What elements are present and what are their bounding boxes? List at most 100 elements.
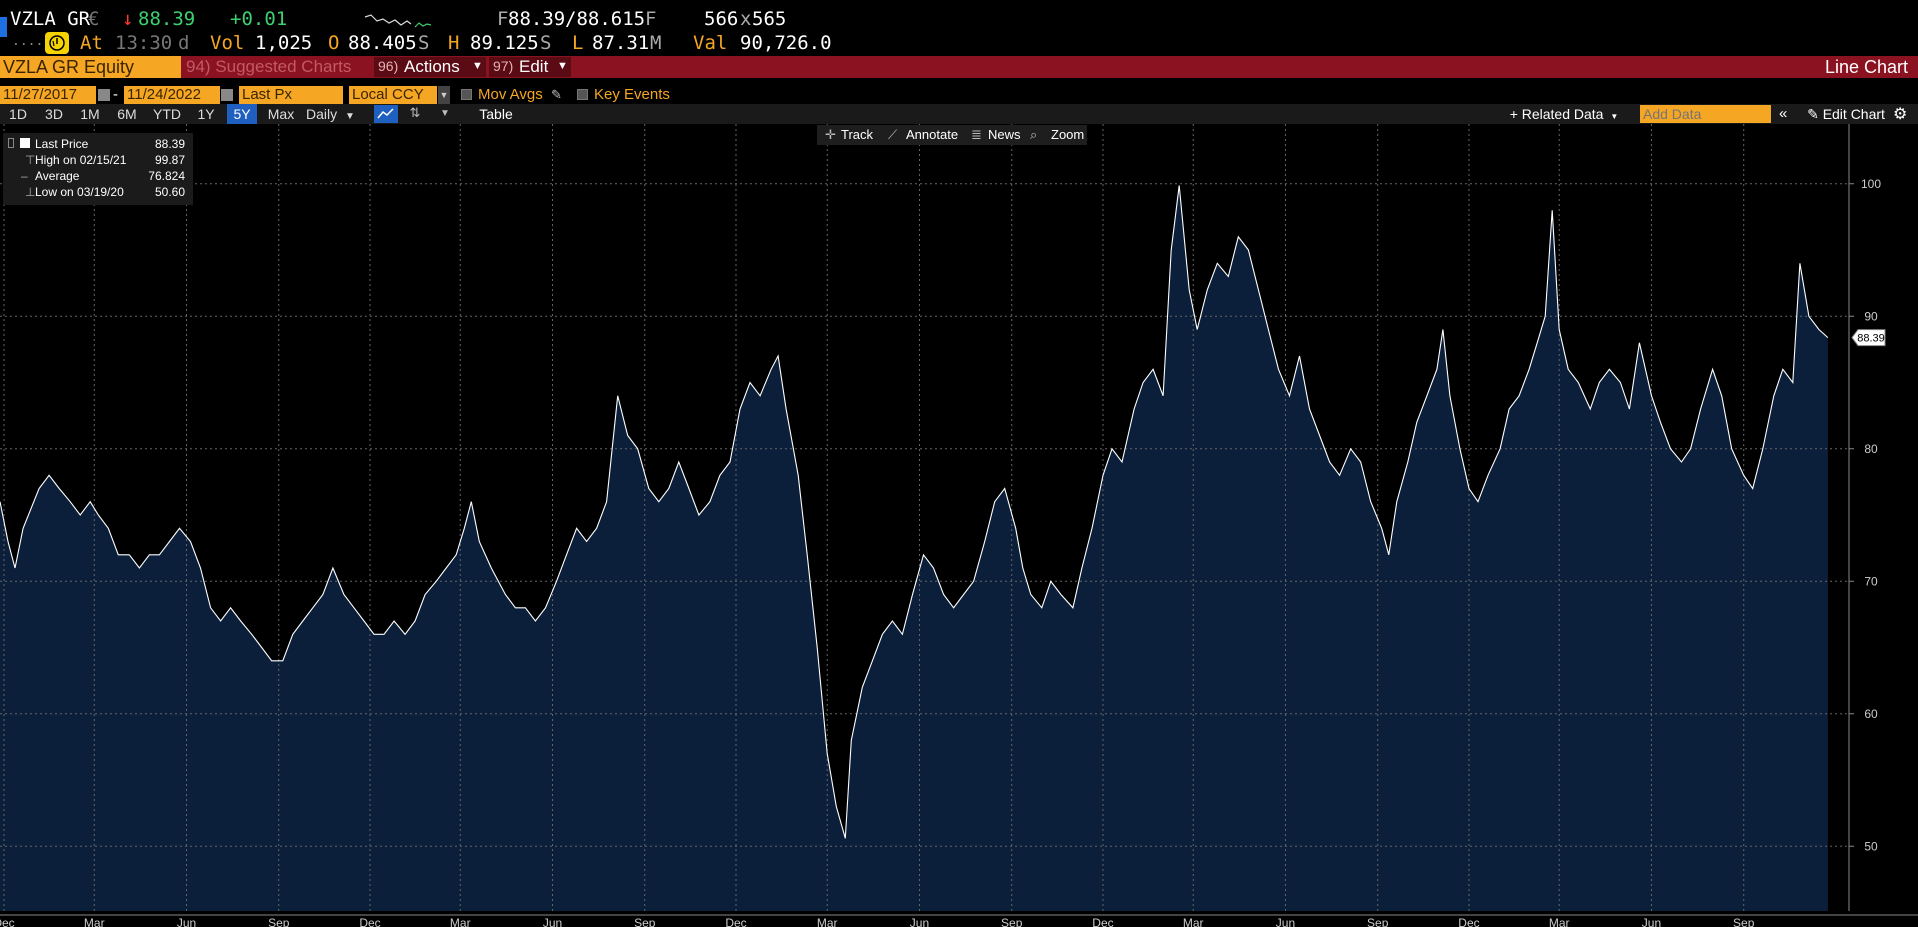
- low-label: L: [572, 32, 584, 54]
- gear-icon[interactable]: ⚙: [1893, 106, 1908, 123]
- calendar-icon[interactable]: [221, 89, 233, 101]
- zoom-icon[interactable]: ⌕: [1030, 127, 1038, 142]
- down-arrow-icon: ↓: [122, 8, 134, 30]
- menu-bar: VZLA GR Equity 94) Suggested Charts 96) …: [0, 56, 1918, 78]
- chevron-down-icon[interactable]: ▼: [440, 108, 450, 119]
- legend-row[interactable]: ‒ Average 76.824: [3, 169, 193, 185]
- bid-size: 566: [704, 8, 739, 30]
- range-toolbar: 1D 3D 1M 6M YTD 1Y 5Y Max Daily ▼ ⇅ ▼ Ta…: [0, 104, 1918, 124]
- range-1y-button[interactable]: 1Y: [197, 106, 215, 122]
- range-3d-button[interactable]: 3D: [45, 106, 63, 122]
- actions-label: Actions: [404, 57, 460, 76]
- chevron-down-icon: ▼: [557, 60, 568, 72]
- x-tick-label: Dec: [725, 916, 746, 927]
- last-price-tag-label: 88.39: [1857, 333, 1885, 345]
- high-label: H: [448, 32, 460, 54]
- chevron-down-icon: ▼: [1610, 112, 1619, 121]
- legend-label: Average: [35, 169, 80, 183]
- x-tick-label: Mar: [817, 916, 838, 927]
- key-events-checkbox[interactable]: [577, 89, 588, 100]
- chart-type-title: Line Chart: [1824, 57, 1908, 77]
- mov-avgs-checkbox[interactable]: [461, 89, 472, 100]
- legend-value: 88.39: [154, 137, 185, 151]
- track-icon[interactable]: ✛: [825, 127, 836, 142]
- actions-number: 96): [378, 58, 399, 74]
- range-5y-button[interactable]: 5Y: [227, 104, 257, 124]
- legend-row[interactable]: ⊤ High on 02/15/21 99.87: [3, 153, 193, 169]
- zoom-button[interactable]: Zoom: [1051, 127, 1085, 142]
- quote-line-2: ..... At 13:30 d Vol 1,025 O 88.405 S H …: [0, 32, 1918, 54]
- chart-legend: Last Price 88.39 ⊤ High on 02/15/21 99.8…: [3, 133, 193, 205]
- x-tick-label: Sep: [1733, 916, 1755, 927]
- pencil-icon: ✎: [1807, 106, 1819, 122]
- y-tick-label: 90: [1864, 309, 1878, 323]
- chevron-down-icon: ▼: [345, 111, 355, 122]
- x-tick-label: Dec: [1458, 916, 1479, 927]
- related-data-label: + Related Data: [1509, 106, 1604, 122]
- low-suffix: M: [650, 32, 662, 54]
- open-suffix: S: [418, 32, 430, 54]
- price-line: [0, 185, 1829, 839]
- legend-tree-icon: [8, 138, 14, 148]
- range-6m-button[interactable]: 6M: [117, 106, 137, 122]
- range-1d-button[interactable]: 1D: [9, 106, 27, 122]
- annotate-button[interactable]: Annotate: [906, 127, 959, 142]
- key-events-label[interactable]: Key Events: [594, 86, 670, 103]
- y-tick-label: 70: [1864, 574, 1878, 588]
- edit-button[interactable]: 97) Edit ▼: [489, 57, 571, 77]
- bar-chart-icon[interactable]: ⇅: [409, 105, 421, 120]
- range-max-button[interactable]: Max: [267, 106, 295, 122]
- x-tick-label: Sep: [268, 916, 290, 927]
- frequency-dropdown[interactable]: Daily ▼: [306, 104, 358, 124]
- x-tick-label: Jun: [910, 916, 929, 927]
- legend-row[interactable]: Last Price 88.39: [3, 137, 193, 153]
- open-price: 88.405: [348, 32, 417, 54]
- table-button[interactable]: Table: [479, 106, 513, 122]
- price-area: [0, 185, 1828, 911]
- field-selector[interactable]: Last Px: [239, 86, 343, 104]
- average-line-icon: ‒: [21, 169, 28, 183]
- related-data-button[interactable]: + Related Data ▼: [1505, 104, 1623, 124]
- annotate-icon[interactable]: ⟋: [888, 127, 898, 142]
- track-button[interactable]: Track: [841, 127, 874, 142]
- range-1m-button[interactable]: 1M: [80, 106, 100, 122]
- y-tick-label: 50: [1864, 839, 1878, 853]
- legend-label: Last Price: [35, 137, 89, 151]
- price-change: +0.01: [230, 8, 288, 30]
- range-ytd-button[interactable]: YTD: [153, 106, 181, 122]
- vol-label: Vol: [210, 32, 245, 54]
- line-chart-icon[interactable]: [374, 105, 398, 123]
- chart-controls: ✛ Track ⟋ Annotate ≣ News ⌕ Zoom: [817, 125, 1087, 145]
- end-date-field[interactable]: 11/24/2022: [124, 86, 220, 104]
- mov-avgs-label[interactable]: Mov Avgs: [478, 86, 543, 103]
- news-button[interactable]: News: [988, 127, 1021, 142]
- x-tick-label: Mar: [450, 916, 471, 927]
- legend-value: 50.60: [154, 185, 185, 199]
- chevron-down-icon[interactable]: ▼: [438, 86, 450, 104]
- add-data-input[interactable]: [1640, 105, 1771, 123]
- x-tick-label: Jun: [1276, 916, 1295, 927]
- high-suffix: S: [540, 32, 552, 54]
- legend-label: Low on 03/19/20: [35, 185, 124, 199]
- value-label: Val: [693, 32, 728, 54]
- x-tick-label: Dec: [0, 916, 15, 927]
- currency-selector[interactable]: Local CCY: [349, 86, 437, 104]
- ticker[interactable]: VZLA GR: [10, 8, 91, 30]
- start-date-field[interactable]: 11/27/2017: [0, 86, 96, 104]
- bid-price: 88.39: [508, 8, 566, 30]
- legend-row[interactable]: ⊥ Low on 03/19/20 50.60: [3, 185, 193, 201]
- security-field[interactable]: VZLA GR Equity: [0, 56, 181, 78]
- time-suffix: d: [178, 32, 190, 54]
- collapse-icon[interactable]: «: [1779, 105, 1788, 122]
- dots: .....: [12, 34, 52, 49]
- edit-number: 97): [493, 58, 514, 74]
- x-tick-label: Mar: [84, 916, 105, 927]
- edit-chart-button[interactable]: ✎ Edit Chart: [1800, 104, 1892, 124]
- pencil-icon[interactable]: ✎: [551, 87, 562, 102]
- price-chart[interactable]: 50 60 70 80 90 100 Dec Mar Jun Sep Dec Mar Jun Sep Dec…: [0, 124, 1918, 927]
- alert-icon[interactable]: [45, 32, 69, 54]
- news-icon[interactable]: ≣: [971, 127, 982, 142]
- actions-button[interactable]: 96) Actions ▼: [374, 57, 486, 77]
- calendar-icon[interactable]: [98, 89, 110, 101]
- suggested-charts-button[interactable]: 94) Suggested Charts: [186, 57, 352, 76]
